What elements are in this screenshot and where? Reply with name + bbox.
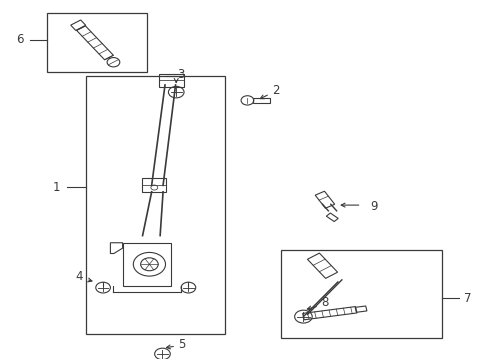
Bar <box>86 76 224 334</box>
Text: 8: 8 <box>321 297 328 310</box>
Text: 5: 5 <box>178 338 185 351</box>
Bar <box>281 250 441 338</box>
Bar <box>47 13 147 72</box>
Text: 6: 6 <box>17 33 24 46</box>
Text: 7: 7 <box>463 292 470 305</box>
Text: 1: 1 <box>53 181 61 194</box>
Bar <box>142 178 166 192</box>
Text: 4: 4 <box>75 270 82 283</box>
Text: 9: 9 <box>369 201 377 213</box>
Bar <box>159 74 183 87</box>
Text: 2: 2 <box>272 84 279 97</box>
Bar <box>122 243 171 286</box>
Bar <box>253 98 270 103</box>
Text: 3: 3 <box>177 68 184 81</box>
